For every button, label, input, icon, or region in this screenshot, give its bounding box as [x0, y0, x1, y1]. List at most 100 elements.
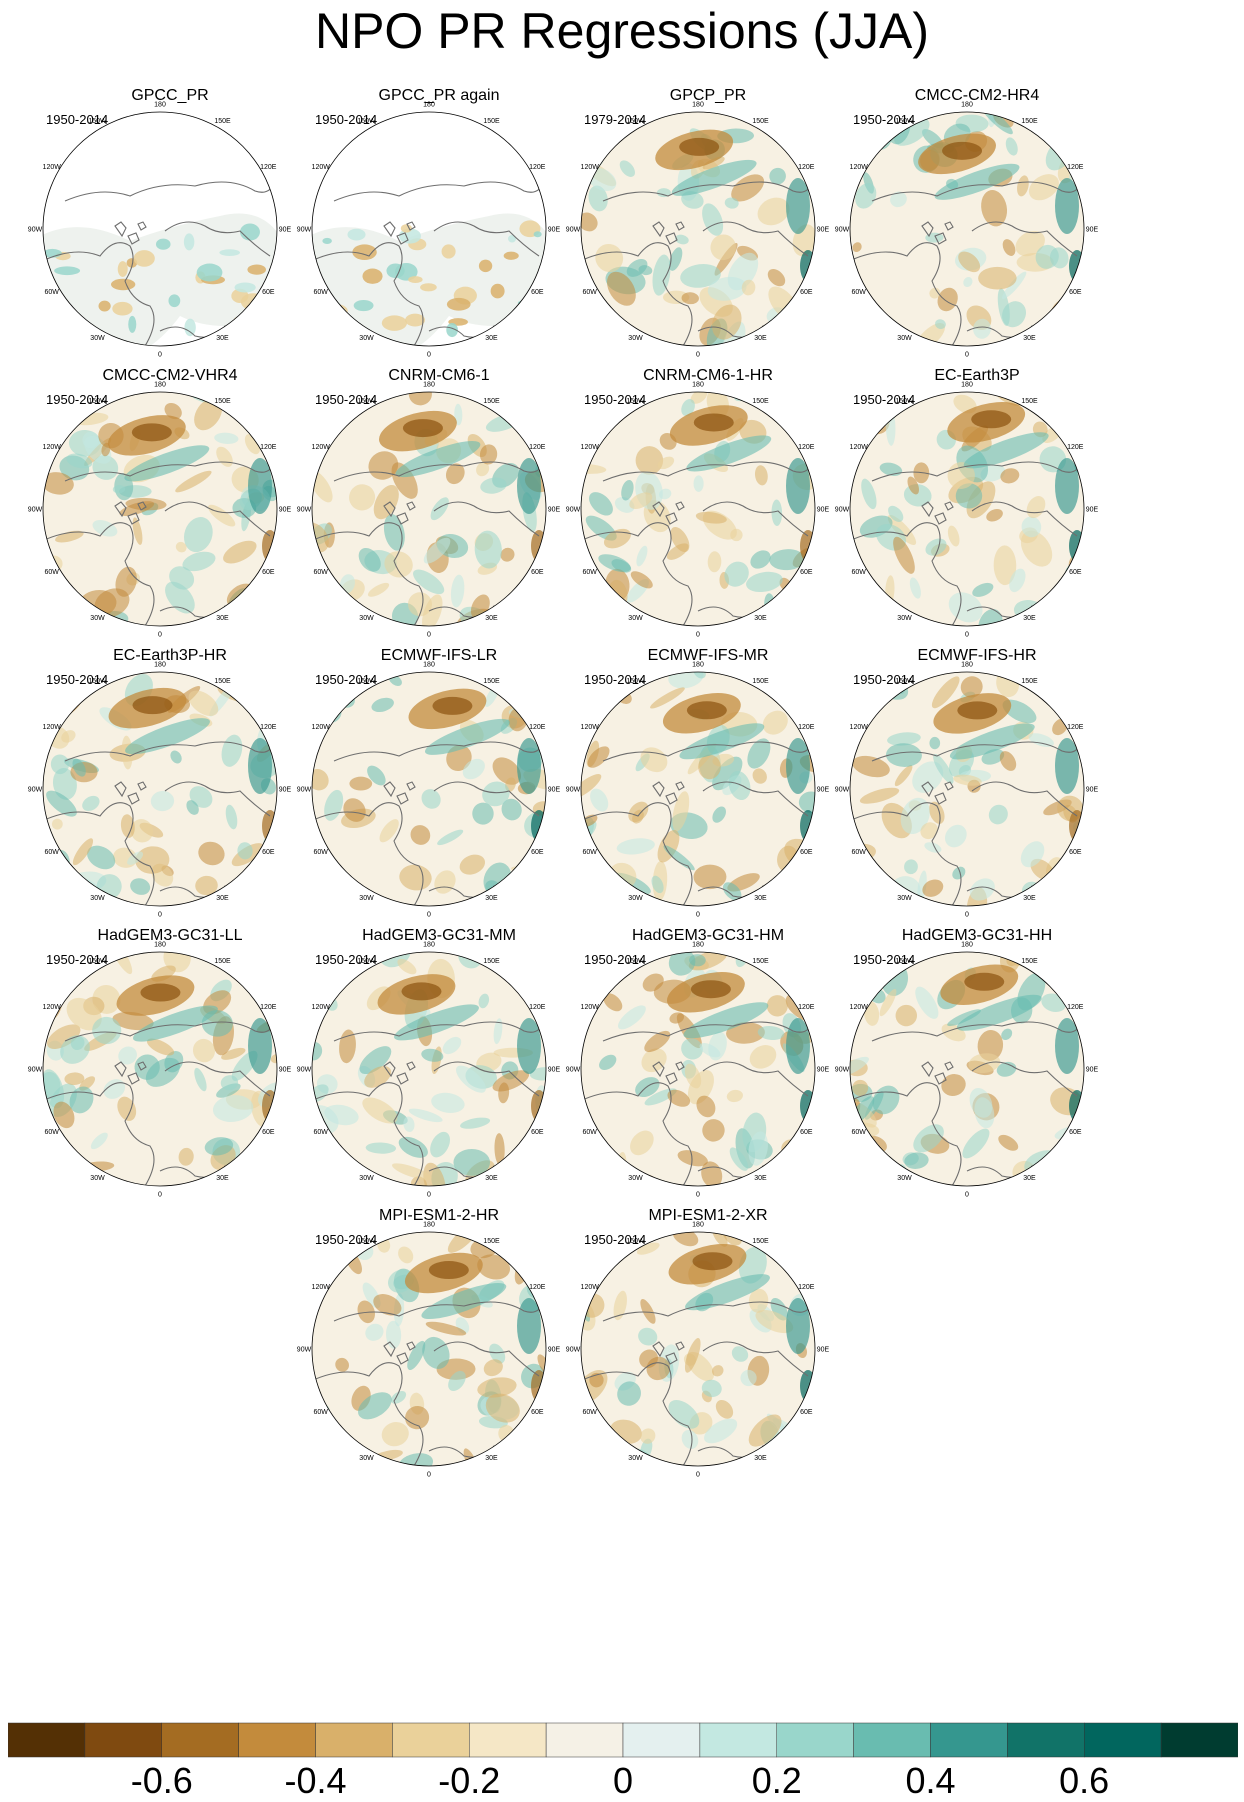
- longitude-label: 120E: [529, 724, 546, 731]
- panel-period: 1979-2014: [584, 112, 647, 127]
- colorbar: [8, 1722, 1238, 1758]
- longitude-label: 120E: [529, 164, 546, 171]
- longitude-label: 150W: [626, 118, 645, 125]
- longitude-label: 150W: [895, 398, 914, 405]
- longitude-label: 150E: [483, 398, 500, 405]
- longitude-label: 60W: [313, 289, 328, 296]
- polar-map: 180 150E 120E 90E 60E 30E 0 30W 60W 90W 120W 150W: [835, 942, 1099, 1199]
- longitude-label: 120W: [312, 444, 331, 451]
- longitude-label: 180: [154, 102, 166, 109]
- longitude-label: 120E: [798, 444, 815, 451]
- precip-field: [581, 392, 815, 626]
- longitude-label: 30W: [628, 615, 643, 622]
- longitude-label: 180: [692, 1222, 704, 1229]
- longitude-label: 60E: [800, 849, 813, 856]
- longitude-label: 150E: [752, 1238, 769, 1245]
- longitude-label: 60W: [313, 1129, 328, 1136]
- longitude-label: 120W: [312, 1004, 331, 1011]
- longitude-label: 90W: [297, 1067, 312, 1074]
- longitude-label: 60W: [582, 1129, 597, 1136]
- longitude-label: 60W: [313, 849, 328, 856]
- longitude-label: 90E: [548, 1347, 561, 1354]
- longitude-label: 60W: [313, 1409, 328, 1416]
- longitude-label: 150E: [483, 118, 500, 125]
- longitude-label: 30W: [359, 1455, 374, 1462]
- panel-title: HadGEM3-GC31-LL: [97, 927, 243, 944]
- longitude-label: 120W: [43, 444, 62, 451]
- colorbar-bin: [315, 1722, 393, 1758]
- longitude-label: 60E: [1069, 849, 1082, 856]
- longitude-label: 60W: [582, 289, 597, 296]
- longitude-label: 60W: [313, 569, 328, 576]
- precip-field: [850, 672, 1084, 906]
- precip-field: [43, 392, 277, 626]
- polar-map: 180 150E 120E 90E 60E 30E 0 30W 60W 90W 120W 150W: [835, 662, 1099, 919]
- colorbar-bin: [776, 1722, 854, 1758]
- longitude-label: 150E: [1021, 958, 1038, 965]
- longitude-label: 30E: [216, 335, 229, 342]
- map-panel: 180 150E 120E 90E 60E 30E 0 30W 60W 90W 120W 150W Ha…: [827, 926, 1147, 1246]
- longitude-label: 150W: [357, 398, 376, 405]
- longitude-label: 30W: [359, 895, 374, 902]
- longitude-label: 90W: [297, 787, 312, 794]
- longitude-label: 0: [427, 1192, 431, 1199]
- map-panel: 180 150E 120E 90E 60E 30E 0 30W 60W 90W 120W 150W GP…: [20, 86, 340, 406]
- panel-title: CMCC-CM2-HR4: [914, 87, 1040, 104]
- longitude-label: 150E: [483, 1238, 500, 1245]
- longitude-label: 60W: [851, 1129, 866, 1136]
- map-panel: 180 150E 120E 90E 60E 30E 0 30W 60W 90W 120W 150W MP…: [558, 1206, 878, 1526]
- longitude-label: 0: [965, 352, 969, 359]
- longitude-label: 150E: [214, 398, 231, 405]
- longitude-label: 120W: [581, 164, 600, 171]
- longitude-label: 120W: [850, 1004, 869, 1011]
- longitude-label: 120W: [312, 724, 331, 731]
- colorbar-bin: [1160, 1722, 1238, 1758]
- precip-field: [312, 672, 546, 906]
- longitude-label: 30W: [897, 615, 912, 622]
- longitude-label: 180: [154, 382, 166, 389]
- longitude-label: 30E: [216, 895, 229, 902]
- longitude-label: 120W: [43, 164, 62, 171]
- colorbar-tick-label: -0.2: [438, 1760, 501, 1801]
- longitude-label: 150W: [88, 118, 107, 125]
- longitude-label: 150E: [214, 958, 231, 965]
- longitude-label: 120E: [260, 1004, 277, 1011]
- longitude-label: 90E: [548, 227, 561, 234]
- panel-title: MPI-ESM1-2-XR: [648, 1207, 768, 1224]
- longitude-label: 60E: [262, 569, 275, 576]
- panel-period: 1950-2014: [584, 392, 647, 407]
- colorbar-bin: [392, 1722, 470, 1758]
- panel-title: CNRM-CM6-1-HR: [643, 367, 773, 384]
- longitude-label: 90W: [297, 227, 312, 234]
- longitude-label: 90W: [28, 227, 43, 234]
- panel-title: HadGEM3-GC31-HM: [631, 927, 785, 944]
- map-panel: 180 150E 120E 90E 60E 30E 0 30W 60W 90W 120W 150W CN…: [289, 366, 609, 686]
- longitude-label: 120E: [798, 1284, 815, 1291]
- longitude-label: 180: [961, 662, 973, 669]
- longitude-label: 180: [961, 382, 973, 389]
- longitude-label: 60W: [582, 849, 597, 856]
- longitude-label: 150E: [1021, 678, 1038, 685]
- polar-map: 180 150E 120E 90E 60E 30E 0 30W 60W 90W 120W 150W: [297, 382, 561, 639]
- precip-field: [581, 1232, 815, 1466]
- longitude-label: 120W: [850, 724, 869, 731]
- longitude-label: 30W: [90, 615, 105, 622]
- longitude-label: 30W: [628, 1455, 643, 1462]
- polar-map: 180 150E 120E 90E 60E 30E 0 30W 60W 90W 120W 150W: [28, 662, 292, 919]
- longitude-label: 60W: [44, 569, 59, 576]
- polar-map: 180 150E 120E 90E 60E 30E 0 30W 60W 90W 120W 150W: [835, 382, 1099, 639]
- longitude-label: 60W: [44, 849, 59, 856]
- map-panel: 180 150E 120E 90E 60E 30E 0 30W 60W 90W 120W 150W Ha…: [20, 926, 340, 1246]
- longitude-label: 0: [965, 632, 969, 639]
- longitude-label: 180: [423, 1222, 435, 1229]
- map-panel: 180 150E 120E 90E 60E 30E 0 30W 60W 90W 120W 150W Ha…: [289, 926, 609, 1246]
- map-panel: 180 150E 120E 90E 60E 30E 0 30W 60W 90W 120W 150W Ha…: [558, 926, 878, 1246]
- colorbar-bin: [84, 1722, 163, 1758]
- panel-title: CMCC-CM2-VHR4: [102, 367, 238, 384]
- map-panel: 180 150E 120E 90E 60E 30E 0 30W 60W 90W 120W 150W MP…: [289, 1206, 609, 1526]
- longitude-label: 60E: [531, 1409, 544, 1416]
- longitude-label: 0: [696, 1472, 700, 1479]
- polar-map: 180 150E 120E 90E 60E 30E 0 30W 60W 90W 120W 150W: [566, 1222, 830, 1479]
- precip-field: [850, 112, 1084, 346]
- map-panel: 180 150E 120E 90E 60E 30E 0 30W 60W 90W 120W 150W EC…: [558, 646, 878, 966]
